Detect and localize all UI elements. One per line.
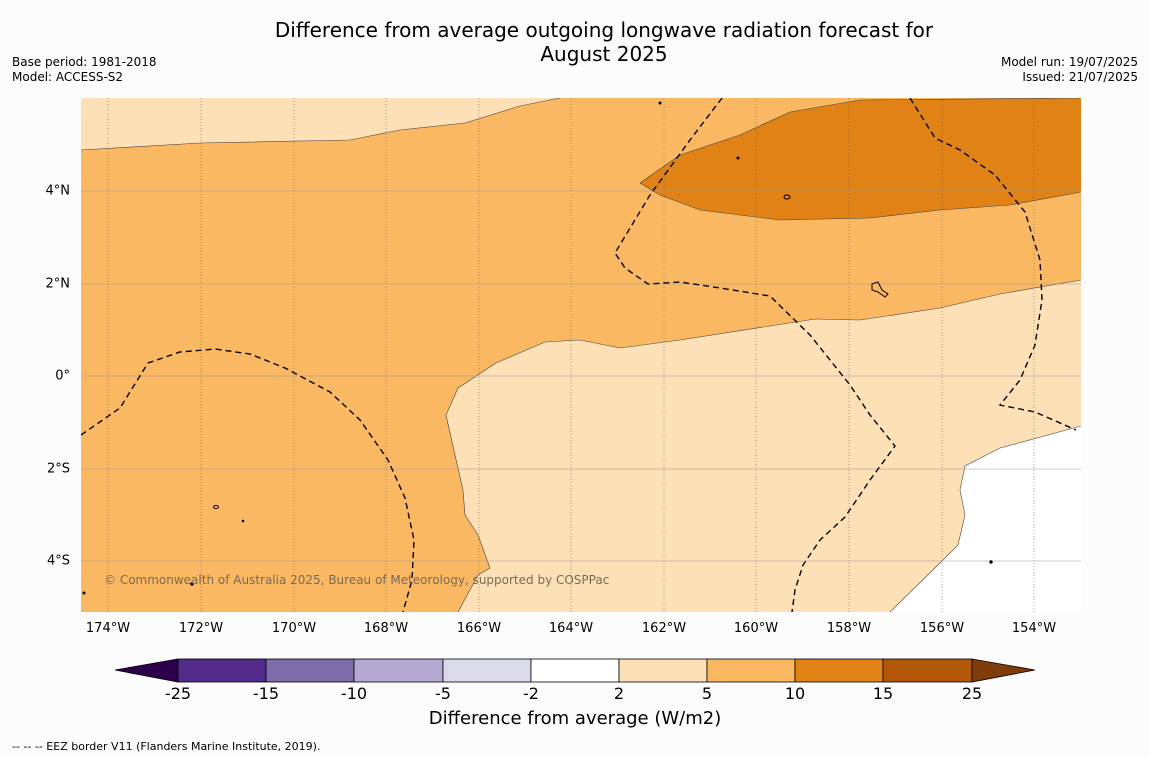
map-plot <box>81 98 1081 612</box>
colorbar-bin-6 <box>618 658 708 683</box>
lat-label: 4°S <box>46 553 70 569</box>
model-run: Model run: 19/07/2025 <box>1000 55 1138 69</box>
colorbar-tick: 25 <box>961 684 983 703</box>
lat-label: 2°N <box>45 276 71 292</box>
colorbar-ticks: -25 -15 -10 -5 -2 2 5 10 15 25 <box>0 684 1150 704</box>
colorbar-tick: 5 <box>701 684 713 703</box>
lon-label: 164°W <box>548 621 594 636</box>
issued-date: Issued: 21/07/2025 <box>1022 70 1138 84</box>
colorbar-tick: 10 <box>784 684 806 703</box>
anomaly-10-15-region <box>640 98 1081 220</box>
colorbar-bin-8 <box>794 658 884 683</box>
lon-label: 172°W <box>178 621 224 636</box>
anomaly-2-5-south-region <box>446 280 1081 612</box>
map-title: Difference from average outgoing longwav… <box>200 18 1008 66</box>
base-period: Base period: 1981-2018 <box>12 55 157 69</box>
lon-label: 158°W <box>826 621 872 636</box>
colorbar-tick: -2 <box>523 684 539 703</box>
colorbar-tick: 2 <box>613 684 625 703</box>
meta-left: Base period: 1981-2018 Model: ACCESS-S2 <box>12 55 157 85</box>
colorbar-tick: 15 <box>872 684 894 703</box>
islands <box>82 101 993 595</box>
colorbar-bin-7 <box>706 658 796 683</box>
colorbar-extend-high <box>971 658 1036 683</box>
lon-label: 170°W <box>271 621 317 636</box>
lon-label: 166°W <box>456 621 502 636</box>
title-line-2: August 2025 <box>540 42 668 66</box>
lon-label: 160°W <box>733 621 779 636</box>
colorbar-bin-2 <box>265 658 355 683</box>
colorbar-bin-1 <box>177 658 267 683</box>
lon-label: 154°W <box>1011 621 1057 636</box>
colorbar-bin-3 <box>353 658 444 683</box>
lon-label: 162°W <box>641 621 687 636</box>
colorbar-extend-low <box>114 658 179 683</box>
lon-label: 174°W <box>85 621 131 636</box>
colorbar-label: Difference from average (W/m2) <box>428 708 722 729</box>
meta-right: Model run: 19/07/2025 Issued: 21/07/2025 <box>1001 55 1138 85</box>
gridlines <box>81 98 1081 612</box>
contour-lines <box>81 98 1081 612</box>
lat-label: 4°N <box>45 183 71 199</box>
colorbar-tick: -15 <box>252 684 280 703</box>
colorbar-tick: -10 <box>340 684 368 703</box>
lat-label: 0° <box>55 368 70 384</box>
lon-label: 156°W <box>919 621 965 636</box>
eez-legend-footer: -- -- -- EEZ border V11 (Flanders Marine… <box>12 740 321 753</box>
colorbar-bin-4 <box>442 658 532 683</box>
colorbar-tick: -25 <box>164 684 192 703</box>
model-name: Model: ACCESS-S2 <box>12 70 124 84</box>
lat-label: 2°S <box>46 461 70 477</box>
colorbar <box>114 658 1036 683</box>
lon-label: 168°W <box>363 621 409 636</box>
colorbar-bin-5 <box>530 658 620 683</box>
eez-borders <box>81 98 1077 612</box>
copyright-text: © Commonwealth of Australia 2025, Bureau… <box>104 573 609 587</box>
colorbar-bin-9 <box>882 658 973 683</box>
colorbar-tick: -5 <box>435 684 451 703</box>
title-line-1: Difference from average outgoing longwav… <box>274 18 934 42</box>
